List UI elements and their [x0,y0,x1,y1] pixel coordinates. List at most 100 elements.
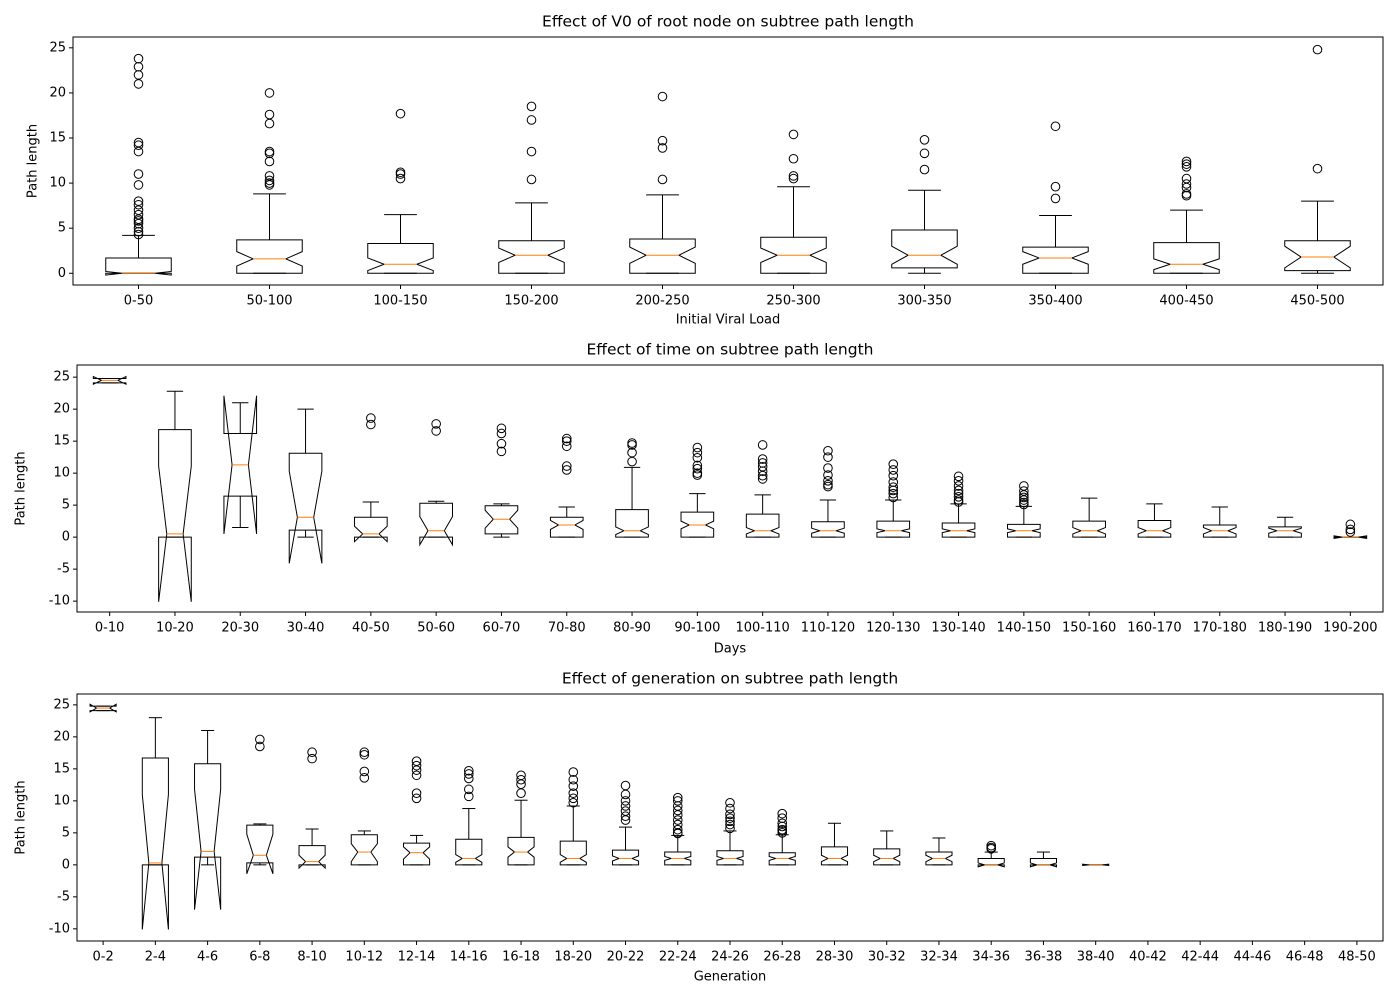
x-tick-label: 2-4 [145,950,166,965]
flier [366,413,376,423]
box [1007,523,1041,538]
box [680,511,715,538]
flier [568,774,579,785]
flier [919,135,930,145]
x-tick-label: 100-150 [373,294,427,309]
x-tick-label: 14-16 [450,950,488,965]
flier [620,796,631,806]
box [367,243,434,274]
x-tick-label: 120-130 [866,621,920,636]
y-tick-label: 0 [62,857,70,872]
y-tick-label: -10 [49,594,70,609]
box [1022,246,1089,274]
flier [516,774,526,785]
y-tick-label: 5 [62,498,70,513]
x-tick-label: 150-200 [504,294,558,309]
box [1029,857,1057,868]
box [811,521,845,538]
box [820,846,849,866]
x-tick-label: 40-42 [1129,950,1167,965]
flier [620,811,631,822]
x-tick-label: 50-100 [246,294,292,309]
box [158,429,192,602]
flier [888,477,899,487]
x-tick-label: 150-160 [1062,621,1116,636]
y-tick-label: 0 [58,266,66,281]
y-tick-label: 10 [53,793,70,808]
y-tick-label: 15 [53,434,70,449]
flier [496,423,507,434]
x-tick-label: 24-26 [711,950,749,965]
box [484,505,519,535]
flier [359,773,370,783]
box [873,848,901,866]
flier [264,118,275,129]
x-tick-label: 4-6 [197,950,218,965]
chart-title: Effect of generation on subtree path len… [562,670,898,688]
flier [366,419,376,430]
x-tick-label: 44-46 [1234,950,1272,965]
box [745,513,780,538]
flier [1181,179,1192,189]
flier [1312,163,1323,174]
x-axis-label: Generation [694,970,767,985]
flier [672,796,683,806]
flier [672,815,683,825]
box [559,840,587,866]
flier [620,806,631,816]
flier [757,440,768,450]
flier [496,438,507,449]
x-axis-label: Days [714,642,747,657]
flier [777,828,788,838]
flier [464,773,474,784]
box [1284,240,1351,272]
flier [411,770,422,781]
box [891,229,958,269]
y-axis-label: Path length [26,124,41,198]
flier [627,438,637,448]
flier [888,470,899,481]
x-tick-label: 34-36 [972,950,1010,965]
flier [725,797,735,808]
chart-title: Effect of V0 of root node on subtree pat… [542,13,914,31]
box [350,834,378,866]
box [89,703,117,713]
y-tick-label: 15 [49,131,66,146]
flier [1312,44,1323,55]
box [105,257,172,276]
y-tick-label: 25 [53,697,70,712]
box [1333,535,1368,539]
box [768,852,796,866]
x-tick-label: 160-170 [1127,621,1181,636]
x-tick-label: 70-80 [548,621,586,636]
flier [133,53,144,64]
flier [1345,527,1356,537]
x-tick-label: 20-22 [607,950,645,965]
flier [823,476,833,486]
flier [133,223,144,233]
flier [568,767,579,777]
flier [526,174,537,185]
flier [953,481,964,491]
box [611,849,640,866]
flier [464,791,474,802]
flier [692,470,703,480]
flier [359,766,370,777]
flier [264,175,275,186]
x-tick-label: 130-140 [931,621,985,636]
flier [568,797,579,808]
flier [657,143,668,153]
flier [264,88,275,98]
flier [657,174,668,185]
y-tick-label: -5 [57,889,70,904]
flier [823,470,833,480]
x-tick-label: 18-20 [554,950,592,965]
flier [264,156,275,167]
flier [888,459,899,469]
flier [133,140,144,151]
flier [561,461,572,471]
box [288,452,323,564]
flier [264,109,275,120]
flier [692,447,703,458]
axes-frame [76,693,1384,942]
